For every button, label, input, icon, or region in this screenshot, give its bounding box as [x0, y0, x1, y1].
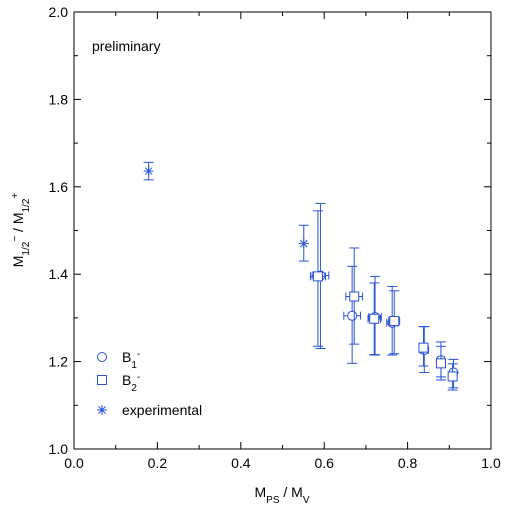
data-point-b2 — [388, 290, 401, 355]
legend-item-b1: B1- — [97, 349, 140, 371]
y-tick-label: 1.8 — [49, 91, 69, 107]
y-axis-label: M1/2− / M1/2+ — [10, 193, 32, 268]
x-tick-label: 1.0 — [481, 455, 501, 471]
square-marker — [312, 271, 323, 282]
data-marks — [143, 161, 459, 391]
data-point-b2 — [447, 363, 458, 391]
x-tick-label: 0.2 — [148, 455, 168, 471]
axis-ticks: 0.0 0.2 0.4 0.6 0.8 1.0 1.0 1.2 1.4 1.6 1.8 2.0 — [49, 4, 501, 471]
y-tick-label: 1.6 — [49, 179, 69, 195]
data-point-b2 — [345, 247, 364, 345]
data-point-exp — [298, 224, 309, 262]
data-point-b2 — [435, 345, 446, 381]
y-tick-label: 1.4 — [49, 266, 69, 282]
y-tick-label: 2.0 — [49, 4, 69, 20]
x-tick-label: 0.0 — [64, 455, 84, 471]
y-tick-label: 1.2 — [49, 354, 69, 370]
data-point-b2 — [309, 210, 326, 347]
x-axis-label-sub1: PS — [266, 495, 280, 506]
legend-label-experimental: experimental — [122, 402, 202, 418]
square-marker — [447, 371, 458, 382]
square-marker — [349, 291, 360, 302]
x-tick-label: 0.4 — [231, 455, 251, 471]
x-tick-label: 0.6 — [314, 455, 334, 471]
legend-marker-square — [97, 375, 107, 385]
square-marker — [418, 342, 429, 353]
annotation-preliminary: preliminary — [92, 38, 160, 54]
y-tick-label: 1.0 — [49, 441, 69, 457]
data-point-b2 — [418, 326, 429, 367]
legend-item-experimental: experimental — [97, 402, 202, 418]
series-b2 — [309, 210, 458, 391]
legend-label-b2: B2- — [122, 372, 140, 394]
x-tick-label: 0.8 — [398, 455, 418, 471]
asterisk-marker-d2 — [299, 239, 308, 248]
circle-marker — [347, 310, 358, 321]
square-marker — [435, 358, 446, 369]
legend: B1- B2- experimental — [97, 349, 202, 418]
data-point-b2 — [367, 282, 381, 356]
asterisk-marker-d2 — [144, 167, 153, 175]
x-axis-label: MPS / MV — [254, 484, 309, 506]
data-point-exp — [143, 161, 154, 181]
square-marker — [389, 315, 400, 326]
series-exp — [143, 161, 309, 262]
legend-marker-asterisk — [97, 405, 107, 415]
legend-item-b2: B2- — [97, 372, 140, 394]
data-point-b1 — [343, 265, 361, 364]
x-axis-label-sub2: V — [303, 495, 310, 506]
legend-label-b1: B1- — [122, 349, 140, 371]
square-marker — [369, 313, 380, 324]
legend-marker-circle — [97, 352, 107, 362]
